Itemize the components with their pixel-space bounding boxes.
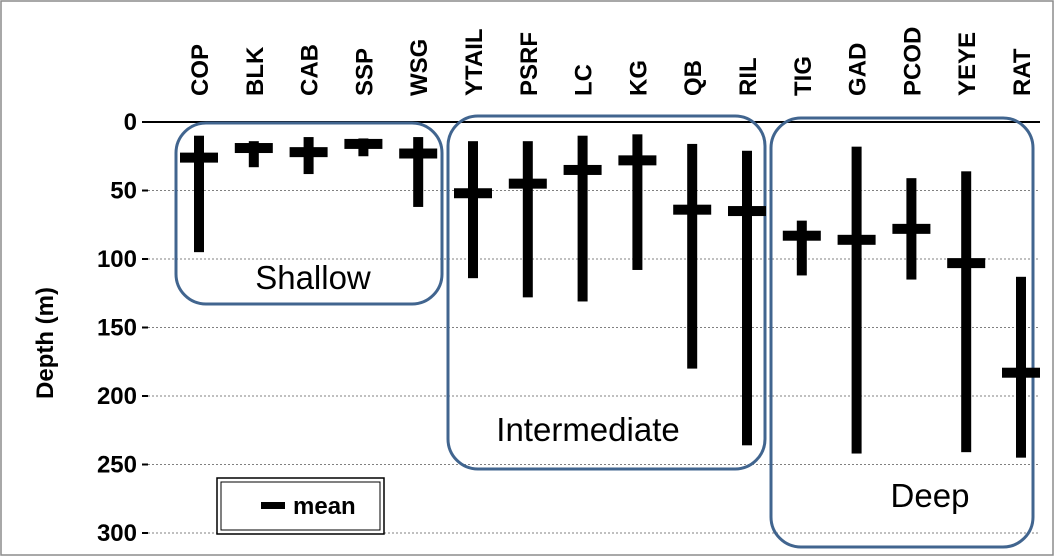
- group-box: [446, 114, 767, 471]
- category-label: YEYE: [954, 32, 981, 96]
- range-bars: [180, 134, 1040, 458]
- mean-marker: [180, 152, 218, 163]
- legend-box: [216, 477, 385, 535]
- range-bar: [632, 134, 643, 270]
- mean-marker: [344, 138, 383, 149]
- range-bar: [468, 141, 478, 279]
- category-label: RIL: [735, 57, 762, 96]
- mean-marker: [782, 230, 821, 241]
- y-tick-label: 100: [97, 246, 137, 273]
- y-tick-label: 150: [97, 315, 137, 342]
- range-bar: [577, 135, 588, 302]
- category-label: YTAIL: [461, 28, 488, 96]
- range-bar: [1016, 276, 1026, 458]
- range-bar: [522, 141, 533, 298]
- category-labels: COP BLK CAB SSP WSG YTAIL PSRF LC KG QB RIL TIG GAD P…: [187, 27, 1036, 96]
- mean-marker: [508, 178, 547, 189]
- range-bar: [796, 220, 807, 276]
- category-label: TIG: [790, 56, 817, 96]
- group-label: Shallow: [255, 259, 371, 296]
- y-tick-label: 300: [97, 520, 137, 547]
- mean-marker: [1002, 367, 1040, 378]
- category-label: BLK: [242, 46, 269, 96]
- y-tick-label: 50: [110, 178, 137, 205]
- range-bar: [194, 135, 204, 253]
- group-box: [174, 121, 444, 306]
- category-label: PSRF: [516, 32, 543, 96]
- range-bar: [687, 143, 698, 369]
- group-box: [769, 116, 1035, 549]
- mean-marker: [289, 147, 328, 158]
- range-bar: [248, 141, 259, 168]
- y-axis-title: Depth (m): [32, 287, 59, 399]
- category-label: SSP: [351, 48, 378, 96]
- category-label: COP: [187, 44, 214, 96]
- category-label: CAB: [297, 44, 324, 96]
- category-label: KG: [625, 60, 652, 96]
- group-boxes: Shallow Intermediate Deep: [174, 114, 1035, 549]
- mean-marker: [234, 143, 273, 154]
- category-label: RAT: [1009, 48, 1036, 96]
- y-tick-label: 200: [97, 383, 137, 410]
- legend-mean-swatch: [261, 502, 285, 509]
- legend: mean: [216, 477, 385, 535]
- y-tick-label: 250: [97, 452, 137, 479]
- category-label: LC: [571, 64, 598, 96]
- legend-inner-border: [220, 481, 381, 531]
- category-label: WSG: [406, 39, 433, 96]
- gridlines: [142, 121, 1040, 534]
- mean-marker: [728, 206, 766, 217]
- range-bar: [851, 146, 862, 454]
- range-bar: [961, 171, 972, 453]
- mean-marker: [618, 155, 657, 166]
- group-label: Deep: [891, 477, 970, 514]
- y-tick-labels: 0 50 100 150 200 250 300: [97, 109, 137, 547]
- category-label: QB: [680, 60, 707, 96]
- legend-mean-label: mean: [293, 493, 356, 520]
- category-label: GAD: [845, 43, 872, 96]
- mean-marker: [673, 204, 712, 215]
- range-bar: [742, 150, 752, 446]
- mean-marker: [454, 188, 492, 199]
- mean-marker: [947, 258, 986, 269]
- mean-marker: [892, 223, 931, 234]
- y-tick-label: 0: [124, 109, 137, 136]
- category-label: PCOD: [899, 27, 926, 96]
- range-bar: [413, 137, 424, 207]
- group-label: Intermediate: [496, 411, 679, 448]
- mean-marker: [837, 234, 876, 245]
- mean-marker: [563, 164, 602, 175]
- mean-marker: [399, 148, 438, 159]
